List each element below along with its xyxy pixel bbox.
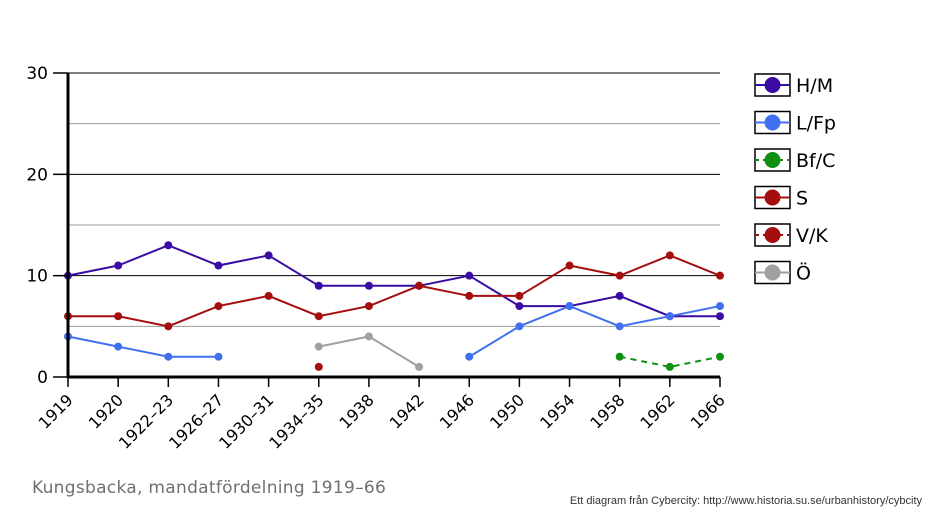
series-L/Fp [64, 302, 724, 361]
data-point [665, 251, 674, 260]
data-point [214, 352, 223, 361]
data-point [364, 281, 373, 290]
x-tick-label: 1950 [486, 390, 528, 432]
data-point [314, 362, 323, 371]
series-line [468, 304, 721, 358]
y-tick-label: 20 [26, 165, 48, 185]
data-point [465, 291, 474, 300]
series-line [68, 254, 721, 328]
data-point [415, 362, 424, 371]
x-tick-label: 1938 [336, 390, 378, 432]
x-tick-label: 1920 [85, 390, 127, 432]
series-H/M [64, 241, 724, 321]
x-tick-label: 1934–35 [265, 390, 327, 452]
series-line [67, 335, 219, 358]
x-tick-label: 1942 [386, 390, 428, 432]
data-point [665, 312, 674, 321]
x-tick-label: 1919 [35, 390, 77, 432]
x-tick-label: 1946 [436, 390, 478, 432]
data-point [465, 271, 474, 280]
legend-item: S [754, 185, 808, 210]
legend-item: H/M [754, 73, 833, 97]
legend-swatch-marker [764, 77, 781, 93]
legend-label: Ö [796, 262, 811, 285]
data-point [615, 322, 624, 331]
data-point [164, 241, 173, 250]
data-point [114, 261, 123, 270]
x-tick-label: 1962 [636, 390, 678, 432]
data-point [264, 251, 273, 260]
data-point [716, 271, 724, 280]
data-point [615, 352, 624, 361]
data-point [114, 312, 123, 321]
series-group [64, 241, 724, 371]
x-tick-label: 1958 [586, 390, 628, 432]
data-point [615, 271, 624, 280]
chart-caption: Kungsbacka, mandatfördelning 1919–66 [32, 478, 387, 498]
data-point [364, 302, 373, 311]
x-tick-label: 1966 [687, 390, 729, 432]
series-line [67, 244, 720, 318]
series-V/K [314, 362, 323, 371]
data-point [214, 302, 223, 311]
y-tick-label: 0 [37, 368, 48, 388]
legend-label: Bf/C [796, 150, 835, 172]
data-point [314, 312, 323, 321]
legend-swatch-marker [764, 227, 781, 243]
data-point [214, 261, 223, 270]
y-tick-labels: 0 10 20 30 [26, 64, 48, 388]
legend-swatch-marker [764, 152, 781, 168]
data-point [114, 342, 123, 351]
source-credit: Ett diagram från Cybercity: http://www.h… [569, 495, 922, 507]
series-line [318, 335, 420, 368]
data-point [465, 352, 474, 361]
series-S [64, 251, 724, 331]
legend-item: L/Fp [754, 110, 836, 135]
data-point [515, 302, 524, 311]
legend-swatch-marker [764, 189, 781, 206]
data-point [164, 322, 173, 331]
legend-swatch-marker [764, 264, 781, 281]
data-point [364, 332, 373, 341]
legend-label: L/Fp [796, 113, 836, 135]
legend-item: Ö [754, 260, 811, 285]
data-point [415, 281, 424, 290]
data-point [615, 291, 624, 300]
legend-label: V/K [796, 225, 828, 247]
data-point [164, 352, 173, 361]
data-point [264, 291, 273, 300]
data-point [716, 312, 724, 321]
legend-label: S [796, 188, 808, 210]
data-point [565, 261, 574, 270]
series-Ö [314, 332, 424, 371]
axes [53, 72, 721, 387]
legend-label: H/M [796, 75, 833, 97]
data-point [314, 342, 323, 351]
x-tick-label: 1954 [536, 390, 578, 432]
data-point [515, 291, 524, 300]
data-point [515, 322, 524, 331]
series-Bf/C [615, 352, 724, 371]
data-point [716, 302, 724, 311]
legend-swatch-marker [764, 114, 781, 131]
data-point [665, 362, 674, 371]
data-point [716, 352, 724, 361]
legend-item: V/K [754, 223, 828, 247]
data-point [314, 281, 323, 290]
y-tick-label: 30 [26, 64, 48, 84]
data-point [565, 302, 574, 311]
y-tick-label: 10 [26, 267, 48, 287]
grid-lines [68, 72, 720, 327]
legend-item: Bf/C [754, 148, 835, 172]
legend: H/M L/Fp Bf/C S V/K Ö [754, 73, 836, 285]
